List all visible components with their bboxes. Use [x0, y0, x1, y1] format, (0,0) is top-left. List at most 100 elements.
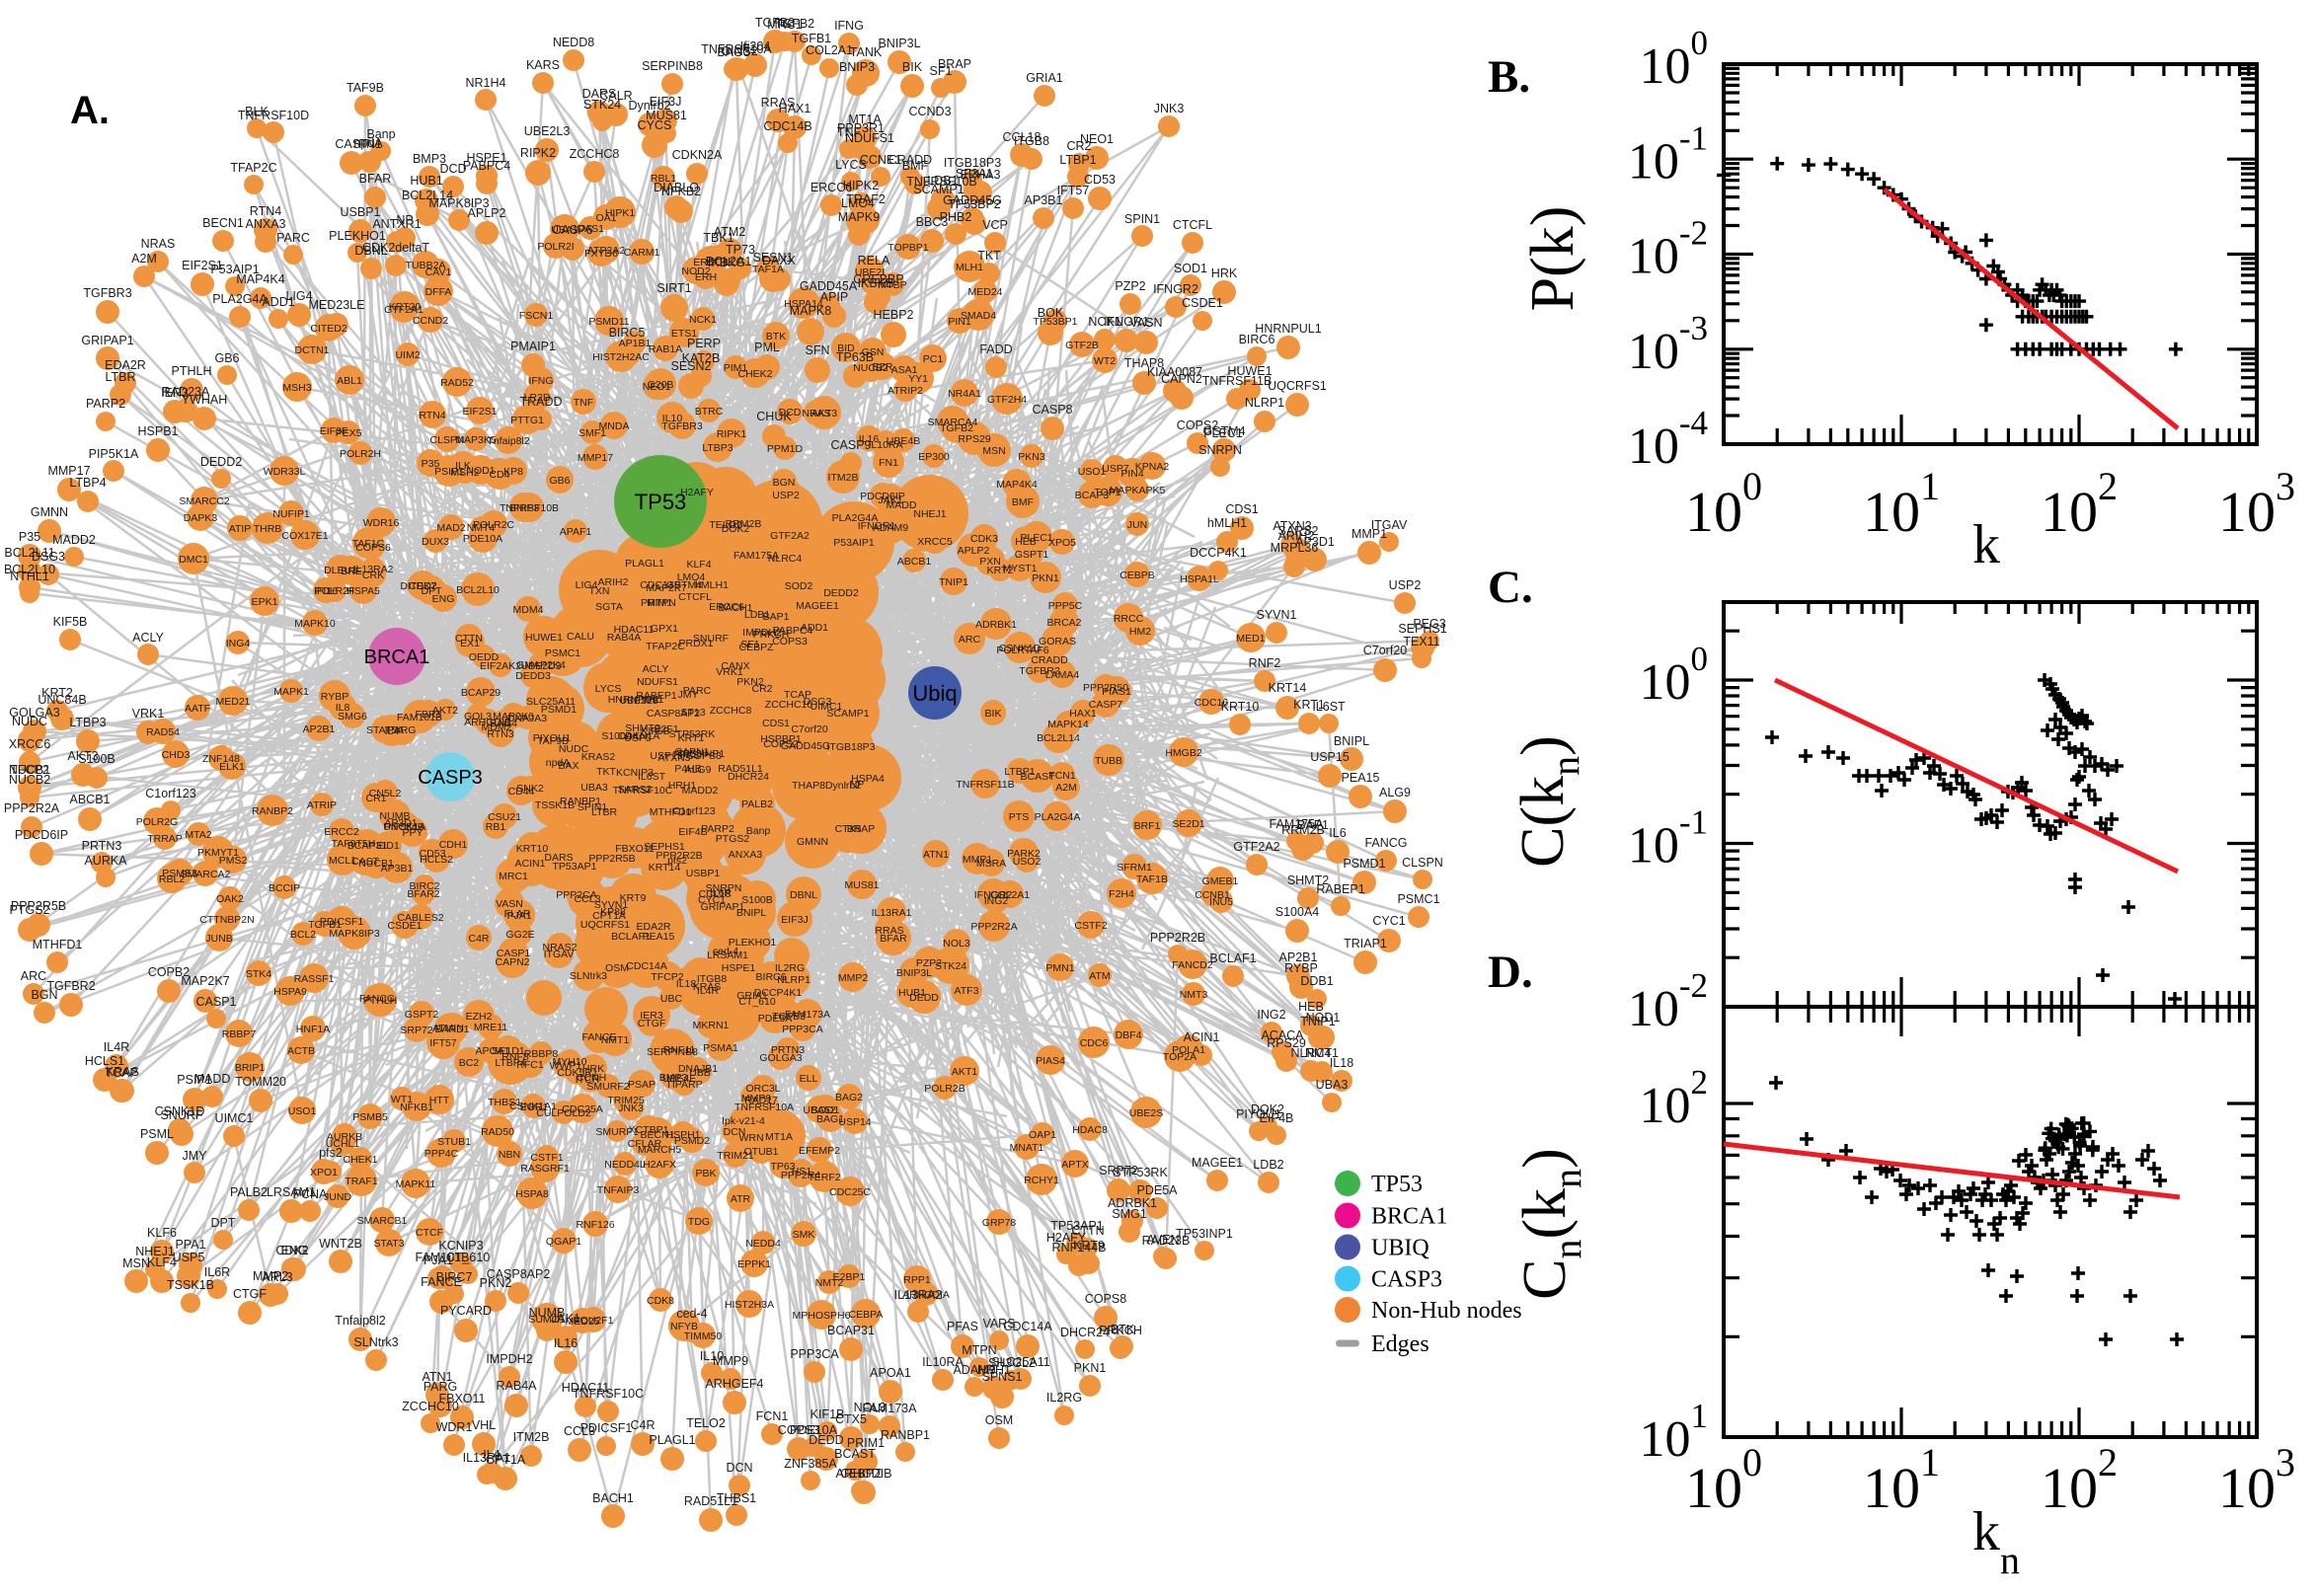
svg-text:MT1A: MT1A — [765, 1131, 793, 1143]
svg-text:CD53: CD53 — [420, 848, 446, 860]
svg-text:TFAP2C: TFAP2C — [230, 161, 276, 175]
svg-text:FAM101B: FAM101B — [416, 1251, 470, 1264]
svg-text:PSMD1: PSMD1 — [1343, 857, 1385, 871]
svg-text:PSMD1: PSMD1 — [541, 704, 577, 716]
svg-text:RAD17: RAD17 — [744, 1095, 778, 1106]
svg-text:CCNH: CCNH — [577, 1072, 606, 1084]
svg-text:VRK1: VRK1 — [132, 707, 165, 721]
svg-text:ADD1: ADD1 — [262, 295, 294, 309]
svg-text:Tnfaip8l2: Tnfaip8l2 — [487, 435, 529, 447]
svg-text:KARS: KARS — [526, 58, 560, 72]
svg-text:UNC84B: UNC84B — [383, 821, 424, 833]
svg-text:STAT5A: STAT5A — [366, 724, 404, 736]
svg-text:VRK1: VRK1 — [716, 666, 743, 678]
svg-text:GMEB1: GMEB1 — [1202, 875, 1239, 887]
svg-text:PSMA1: PSMA1 — [703, 1042, 738, 1054]
svg-text:TP63B: TP63B — [836, 350, 874, 364]
svg-text:UNC84B: UNC84B — [38, 693, 86, 707]
svg-text:JUN: JUN — [1127, 519, 1147, 531]
svg-text:HSPH1: HSPH1 — [665, 1129, 700, 1141]
svg-text:IL10RA: IL10RA — [868, 439, 902, 451]
svg-text:PMS2: PMS2 — [219, 855, 248, 867]
svg-text:npdA: npdA — [546, 757, 571, 769]
svg-text:TEX11: TEX11 — [1403, 635, 1439, 648]
svg-text:RFC1: RFC1 — [516, 1059, 544, 1071]
svg-text:MT1A: MT1A — [848, 113, 882, 126]
svg-text:MPHOSPH6: MPHOSPH6 — [793, 1310, 851, 1322]
svg-text:TIMM50: TIMM50 — [684, 1330, 723, 1342]
svg-text:USP2: USP2 — [772, 490, 800, 501]
svg-text:TNF: TNF — [837, 125, 862, 139]
svg-text:THBS1: THBS1 — [717, 1491, 756, 1505]
svg-text:PIN1: PIN1 — [948, 316, 971, 328]
svg-text:USO1: USO1 — [288, 1105, 317, 1117]
svg-text:UBB: UBB — [689, 1067, 711, 1079]
svg-text:UBE2D3: UBE2D3 — [521, 660, 562, 672]
svg-text:ING4: ING4 — [226, 638, 251, 649]
svg-text:PTHLH: PTHLH — [363, 995, 397, 1007]
svg-text:VASN: VASN — [1129, 316, 1162, 330]
svg-text:AP3D1: AP3D1 — [384, 817, 417, 829]
svg-text:USBP1: USBP1 — [341, 205, 381, 219]
svg-text:TP53: TP53 — [1371, 1172, 1423, 1197]
svg-text:TNFRSF11B: TNFRSF11B — [1202, 374, 1273, 388]
svg-text:MED1: MED1 — [1236, 633, 1265, 645]
svg-text:MSH3: MSH3 — [282, 382, 311, 394]
svg-text:BMF: BMF — [902, 159, 929, 173]
svg-text:RBBP8: RBBP8 — [524, 1048, 559, 1060]
svg-text:CALR: CALR — [599, 89, 632, 103]
svg-text:PPP3CA: PPP3CA — [790, 1347, 839, 1361]
svg-text:RELA: RELA — [858, 254, 890, 267]
svg-text:TP63: TP63 — [770, 1161, 795, 1173]
svg-text:PPP5C: PPP5C — [1048, 600, 1083, 612]
svg-text:IL10: IL10 — [700, 1349, 724, 1363]
svg-text:GRIPAP1: GRIPAP1 — [701, 901, 745, 913]
svg-text:ACIN1: ACIN1 — [1184, 1030, 1220, 1044]
svg-text:IER3: IER3 — [640, 1010, 663, 1022]
svg-text:KRT14: KRT14 — [649, 862, 681, 874]
svg-text:ARIH2: ARIH2 — [598, 576, 629, 588]
svg-text:MAP4K4: MAP4K4 — [236, 272, 284, 286]
svg-text:KRT9: KRT9 — [1073, 1239, 1105, 1253]
svg-text:PBK: PBK — [695, 1168, 716, 1179]
svg-text:COPS3: COPS3 — [778, 1423, 819, 1437]
svg-text:DBF4: DBF4 — [1116, 1029, 1142, 1041]
svg-text:COPB2: COPB2 — [148, 965, 190, 979]
svg-text:PARK2: PARK2 — [1007, 848, 1041, 860]
svg-text:NUCB2: NUCB2 — [853, 362, 888, 374]
svg-text:TKT: TKT — [977, 249, 1001, 263]
svg-text:CTTNBP2N: CTTNBP2N — [199, 914, 254, 926]
svg-text:GSPT2: GSPT2 — [405, 1009, 439, 1021]
svg-text:KRAS: KRAS — [106, 1065, 139, 1079]
svg-text:MADD2: MADD2 — [52, 533, 96, 547]
svg-text:SCAMP1: SCAMP1 — [826, 708, 869, 720]
svg-text:SMF1: SMF1 — [579, 427, 606, 439]
svg-text:KCNIP3: KCNIP3 — [616, 767, 654, 779]
svg-text:COL2A1: COL2A1 — [806, 43, 853, 57]
svg-text:LYCS: LYCS — [595, 683, 622, 695]
svg-text:EZR: EZR — [873, 361, 893, 373]
svg-text:VCP: VCP — [982, 218, 1008, 232]
svg-text:MADD2: MADD2 — [682, 785, 719, 797]
svg-text:USP15: USP15 — [650, 750, 682, 762]
svg-text:PIP5K1A: PIP5K1A — [384, 821, 426, 833]
svg-text:SNK2: SNK2 — [516, 783, 544, 795]
svg-text:HMGB2: HMGB2 — [1165, 747, 1202, 759]
svg-text:STAT3: STAT3 — [373, 1238, 404, 1250]
svg-text:PTS: PTS — [1009, 811, 1029, 823]
svg-text:CDK5R1: CDK5R1 — [557, 1067, 598, 1079]
svg-text:ERH: ERH — [695, 271, 717, 283]
svg-text:ITM2B: ITM2B — [513, 1430, 550, 1444]
svg-text:PDE10A: PDE10A — [790, 1423, 838, 1437]
svg-text:TNFAIP3: TNFAIP3 — [597, 1184, 640, 1196]
svg-text:BECN1: BECN1 — [640, 1129, 674, 1141]
svg-text:PPP2R2B: PPP2R2B — [656, 850, 702, 862]
svg-text:MADD: MADD — [194, 1072, 231, 1086]
svg-text:CULPOLD2: CULPOLD2 — [536, 1107, 591, 1119]
svg-text:BCL2: BCL2 — [290, 929, 316, 941]
svg-text:WDR33L: WDR33L — [264, 466, 306, 478]
svg-text:TP53BP1: TP53BP1 — [1034, 316, 1078, 328]
svg-text:ARHGEF4: ARHGEF4 — [705, 1377, 763, 1391]
svg-text:XPO5: XPO5 — [1048, 537, 1076, 549]
svg-text:FAM173A: FAM173A — [785, 1009, 830, 1021]
